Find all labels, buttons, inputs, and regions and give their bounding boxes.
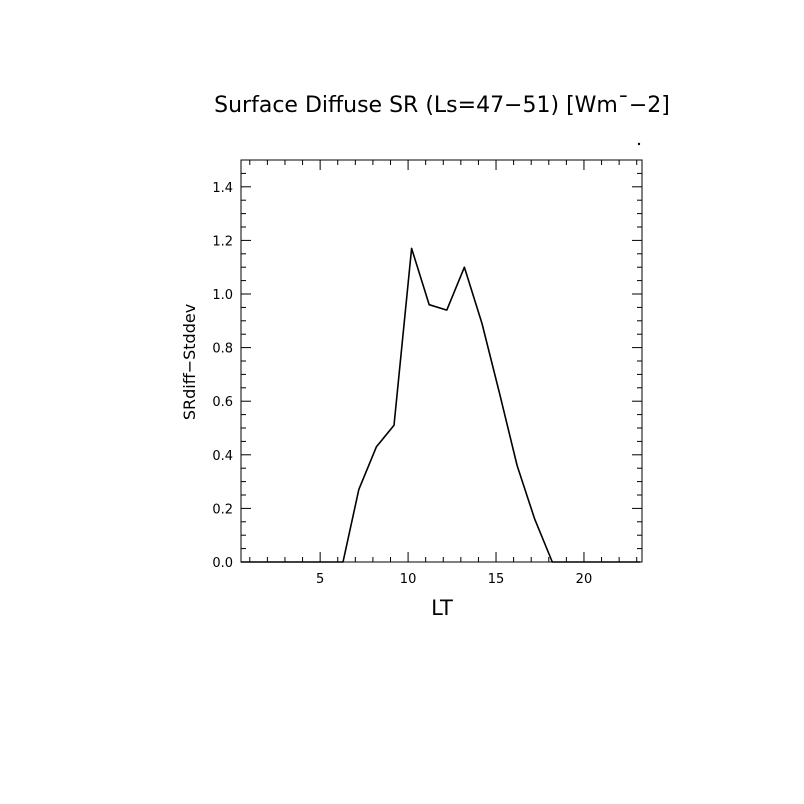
x-tick-label: 15 <box>488 572 505 587</box>
y-tick-label: 0.2 <box>212 502 233 517</box>
x-tick-label: 10 <box>400 572 417 587</box>
y-axis-label: SRdiff−Stddev <box>180 304 199 420</box>
chart-title: Surface Diffuse SR (Ls=47−51) [Wm¯−2] <box>214 93 670 118</box>
plot-frame <box>240 159 643 563</box>
x-axis-label: LT <box>431 596 453 620</box>
series-line <box>241 247 641 563</box>
y-tick-label: 0.8 <box>212 342 233 357</box>
y-tick-label: 0.0 <box>212 556 233 571</box>
y-tick-label: 1.0 <box>212 288 233 303</box>
x-tick-label: 5 <box>316 572 324 587</box>
corner-dot <box>637 142 641 146</box>
y-tick-label: 1.4 <box>212 181 233 196</box>
y-tick-label: 1.2 <box>212 234 233 249</box>
y-tick-label: 0.4 <box>212 449 233 464</box>
plot-area: 5 10 15 20 0.0 0.2 0.4 0.6 0.8 1.0 1.2 1.4 <box>212 159 643 587</box>
y-tick-label: 0.6 <box>212 395 233 410</box>
x-tick-label: 20 <box>576 572 593 587</box>
x-axis: 5 10 15 20 <box>249 160 638 587</box>
y-axis: 0.0 0.2 0.4 0.6 0.8 1.0 1.2 1.4 <box>212 159 642 571</box>
